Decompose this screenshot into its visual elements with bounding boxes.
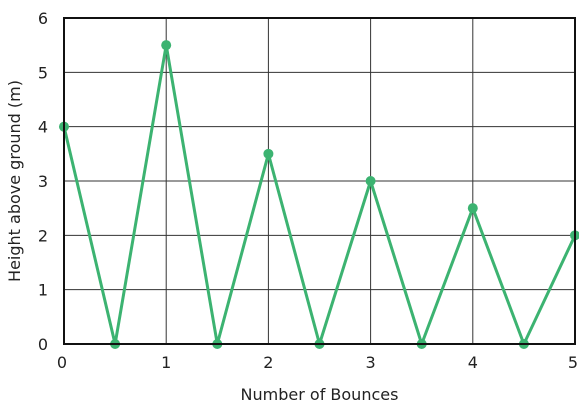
data-point	[263, 148, 274, 159]
y-axis-label: Height above ground (m)	[5, 80, 24, 282]
y-tick-label: 5	[38, 63, 48, 82]
series-line	[62, 43, 577, 346]
y-tick-label: 0	[38, 335, 48, 354]
grid	[63, 17, 576, 345]
x-tick-label: 2	[263, 353, 273, 372]
x-tick-label: 5	[568, 353, 578, 372]
x-axis-label: Number of Bounces	[241, 385, 399, 404]
x-tick-label: 4	[468, 353, 478, 372]
data-point	[467, 203, 478, 214]
y-tick-label: 1	[38, 281, 48, 300]
data-point	[365, 176, 376, 186]
x-tick-label: 0	[57, 353, 67, 372]
y-tick-label: 2	[38, 226, 48, 245]
y-axis-ticks: 0 1 2 3 4 5 6	[38, 9, 48, 354]
x-tick-label: 3	[366, 353, 376, 372]
data-point	[161, 40, 172, 51]
y-tick-label: 4	[38, 118, 48, 137]
y-tick-label: 3	[38, 172, 48, 191]
x-tick-label: 1	[161, 353, 171, 372]
series-group	[59, 40, 579, 349]
plot-frame	[63, 17, 576, 345]
x-axis-ticks: 0 1 2 3 4 5	[57, 353, 578, 372]
y-tick-label: 6	[38, 9, 48, 28]
